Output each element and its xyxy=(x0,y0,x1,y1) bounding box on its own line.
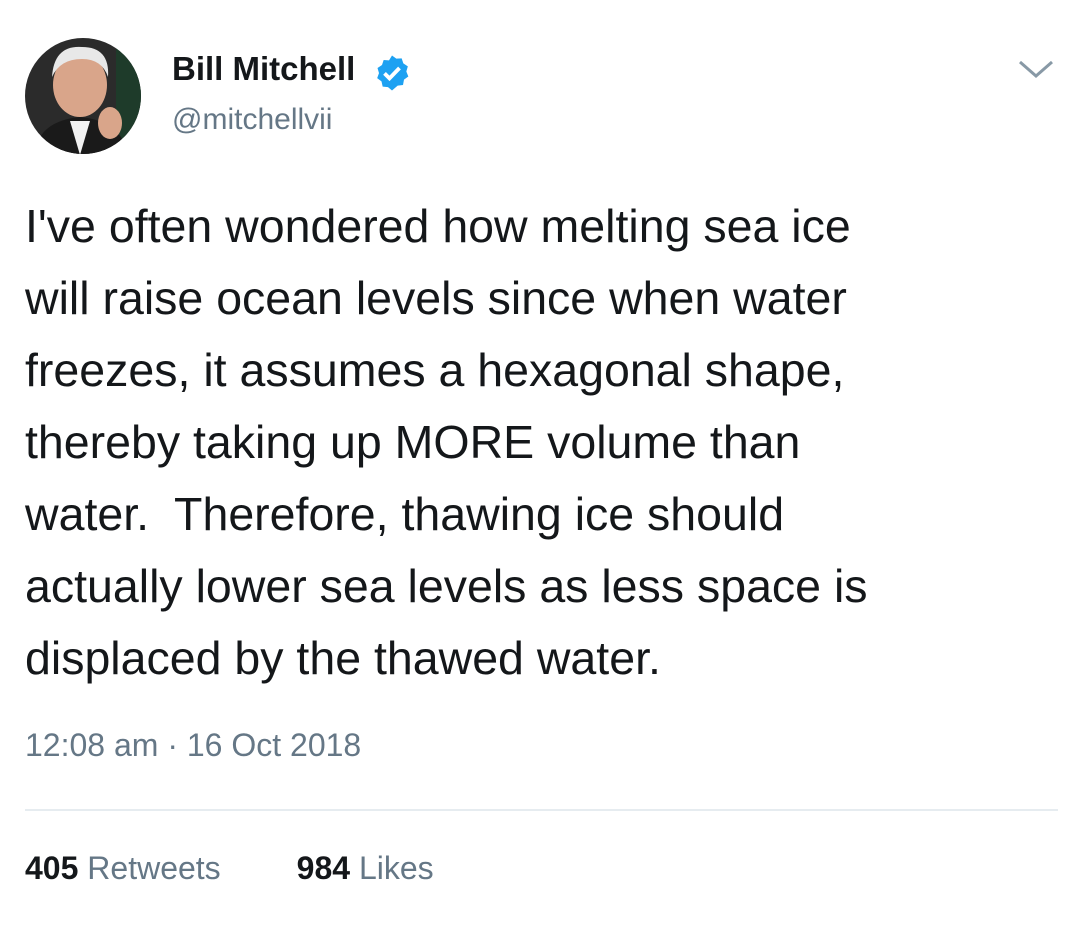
tweet-line: I've often wondered how melting sea ice xyxy=(25,200,851,252)
stats: 405 Retweets 984 Likes xyxy=(25,850,434,887)
timestamp[interactable]: 12:08 am · 16 Oct 2018 xyxy=(25,727,362,763)
user-name[interactable]: Bill Mitchell xyxy=(172,50,356,87)
like-count: 984 xyxy=(296,850,351,886)
verified-badge xyxy=(377,55,409,91)
avatar[interactable] xyxy=(24,37,142,155)
tweet-text: I've often wondered how melting sea ice w… xyxy=(25,190,868,694)
retweet-label: Retweets xyxy=(87,850,221,886)
divider xyxy=(25,809,1058,811)
menu-chevron[interactable] xyxy=(1016,56,1056,82)
tweet-line: thereby taking up MORE volume than xyxy=(25,416,801,468)
like-label: Likes xyxy=(358,850,434,886)
like-stat[interactable]: 984 Likes xyxy=(297,850,434,886)
retweet-stat[interactable]: 405 Retweets xyxy=(25,850,221,886)
tweet-line: actually lower sea levels as less space … xyxy=(25,560,868,612)
tweet-line: displaced by the thawed water. xyxy=(25,632,661,684)
tweet-line: freezes, it assumes a hexagonal shape, xyxy=(25,344,845,396)
tweet-line: will raise ocean levels since when water xyxy=(25,272,847,324)
tweet-line: water. Therefore, thawing ice should xyxy=(25,488,785,540)
user-handle[interactable]: @mitchellvii xyxy=(172,103,333,136)
retweet-count: 405 xyxy=(25,850,79,886)
